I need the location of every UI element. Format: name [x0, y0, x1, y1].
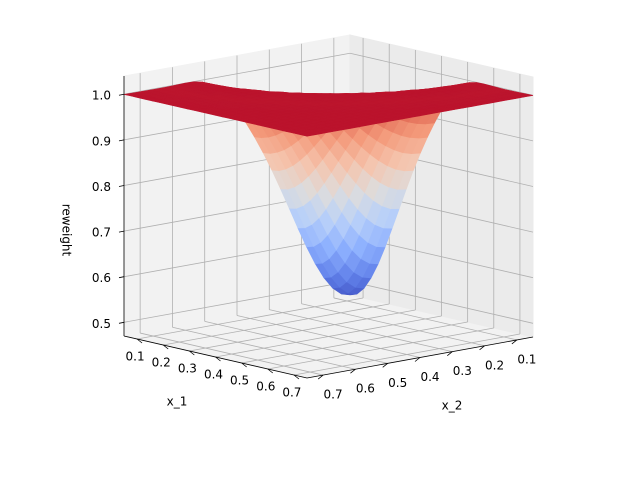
x-tick — [136, 338, 143, 344]
y-tick — [414, 357, 421, 362]
floor-grid-y — [172, 326, 356, 370]
z-tick — [118, 321, 125, 324]
floor-grid-y — [140, 332, 324, 376]
y-tick-label: 0.1 — [517, 352, 536, 366]
surface-patch — [299, 132, 316, 137]
y-tick-label: 0.7 — [324, 388, 343, 402]
z-tick-label: 0.5 — [92, 317, 111, 331]
floor-grid-y — [333, 297, 517, 341]
floor-grid-y — [236, 315, 421, 358]
wall-grid-z — [123, 52, 351, 95]
x-tick — [241, 362, 247, 368]
y-tick-label: 0.4 — [420, 370, 439, 384]
x-tick-label: 0.5 — [230, 374, 249, 388]
floor-grid-y — [269, 309, 453, 353]
y-tick — [511, 339, 518, 345]
wall-grid-z — [349, 280, 534, 324]
z-tick — [118, 93, 125, 96]
z-tick-label: 0.7 — [92, 226, 111, 240]
y-tick — [382, 363, 388, 368]
y-axis-label: x_2 — [442, 399, 463, 413]
x-tick-label: 0.2 — [152, 356, 171, 370]
tick-labels: 0.1 0.2 0.3 0.4 0.5 0.6 0.7 0.7 0.6 0.5 0.4 0.3 0.2 0… — [92, 89, 537, 402]
y-tick-label: 0.3 — [453, 364, 472, 378]
surface — [123, 81, 534, 296]
x-tick-label: 0.1 — [126, 350, 145, 364]
z-tick — [118, 139, 125, 142]
z-tick — [118, 230, 125, 233]
z-tick-label: 1.0 — [92, 89, 111, 103]
x-tick — [189, 350, 195, 356]
y-tick — [479, 345, 485, 351]
x-tick — [215, 356, 221, 362]
x-tick-label: 0.7 — [282, 386, 301, 400]
x-tick — [267, 368, 274, 374]
x-axis-label: x_1 — [167, 395, 188, 409]
z-tick — [118, 276, 125, 279]
y-tick — [447, 351, 453, 356]
z-tick-label: 0.6 — [92, 271, 111, 285]
y-tick-label: 0.6 — [356, 382, 375, 396]
z-tick-label: 0.8 — [92, 180, 111, 194]
x-tick-label: 0.6 — [256, 380, 275, 394]
y-tick-label: 0.2 — [485, 358, 504, 372]
floor-grid-y — [301, 303, 485, 347]
wall-grid-z — [349, 52, 534, 96]
z-tick — [118, 185, 125, 187]
z-tick-label: 0.9 — [92, 134, 111, 148]
x-tick — [293, 374, 300, 380]
wall-grid-z — [123, 280, 351, 323]
y-tick — [317, 374, 324, 380]
x-tick — [162, 344, 169, 350]
x-tick-label: 0.4 — [204, 368, 223, 382]
y-tick — [350, 368, 356, 374]
floor-grid-y — [204, 320, 388, 364]
x-tick-label: 0.3 — [178, 362, 197, 376]
y-tick-label: 0.5 — [388, 376, 407, 390]
z-axis-label: reweight — [60, 204, 74, 257]
grid-lines — [123, 37, 534, 376]
